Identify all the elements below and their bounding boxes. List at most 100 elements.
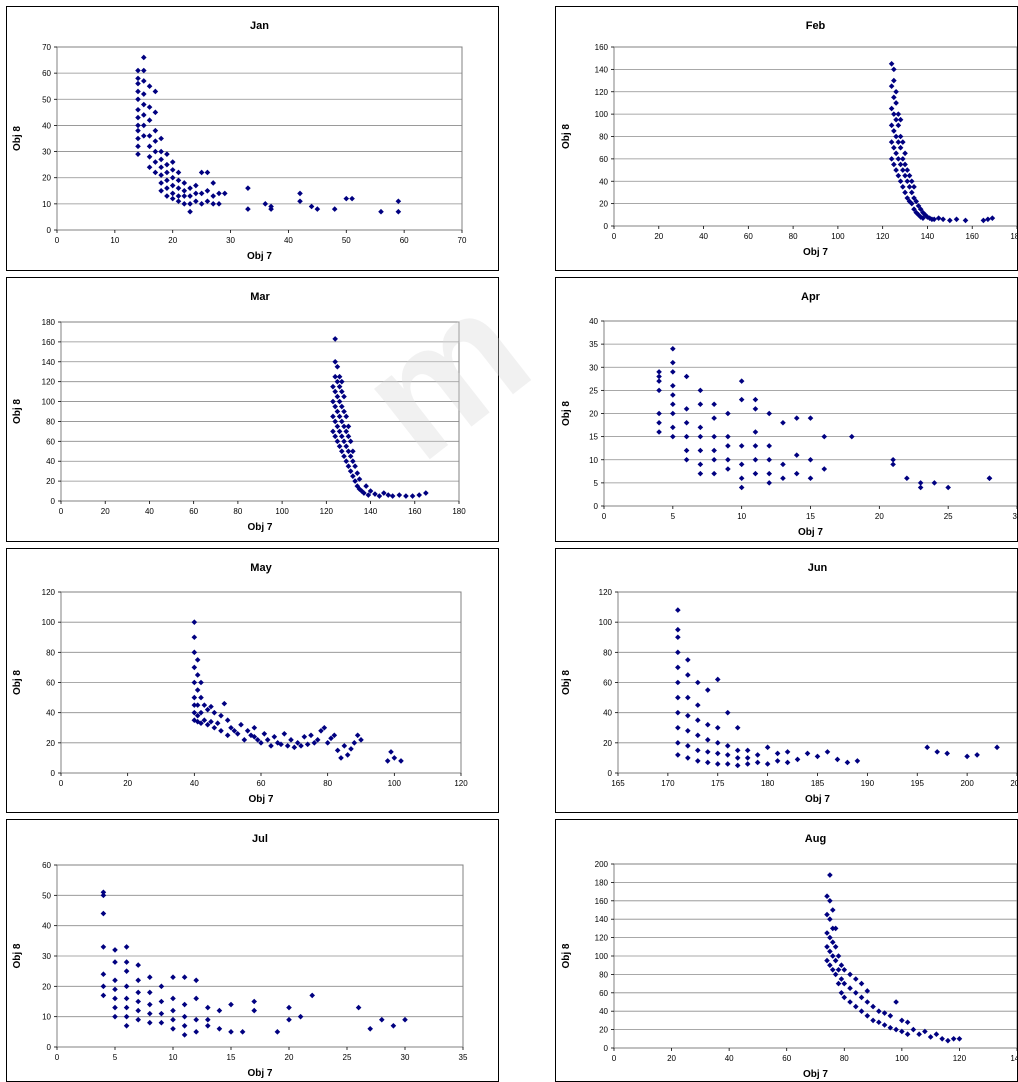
x-axis-label: Obj 7 (805, 794, 830, 805)
data-point (314, 737, 321, 743)
x-tick-label: 140 (1010, 1054, 1018, 1063)
data-point (697, 461, 704, 468)
data-point (112, 959, 118, 965)
data-point (251, 724, 258, 731)
data-point (893, 116, 899, 123)
y-tick-label: 20 (46, 739, 55, 748)
data-point (827, 948, 833, 955)
y-tick-label: 140 (595, 915, 609, 924)
y-tick-label: 10 (42, 1013, 51, 1022)
chart-svg-mar: 0 20 40 60 80 100 120 140 160 180 0 20 40 60 80 100 120 1… (12, 291, 466, 533)
data-point (140, 54, 147, 61)
y-axis-label: Obj 8 (12, 126, 23, 151)
data-point (336, 428, 343, 435)
data-point (181, 1001, 188, 1008)
data-point (904, 167, 911, 173)
data-point (332, 358, 338, 365)
y-tick-label: 120 (595, 88, 609, 97)
x-tick-label: 60 (744, 232, 753, 241)
data-point (343, 458, 350, 465)
data-point (181, 1013, 188, 1020)
y-axis-label: Obj 8 (12, 943, 23, 968)
data-point (911, 184, 917, 190)
data-point (675, 740, 681, 746)
data-point (675, 724, 681, 731)
data-point (695, 679, 701, 686)
data-point (158, 164, 164, 171)
data-point (734, 724, 741, 731)
data-point (734, 755, 741, 761)
data-point (704, 749, 711, 755)
y-tick-label: 100 (599, 618, 613, 627)
data-point (338, 755, 344, 761)
y-tick-label: 40 (599, 177, 608, 186)
data-point (895, 139, 902, 145)
plot-area (56, 46, 463, 231)
data-point (780, 461, 786, 468)
data-point (685, 657, 691, 663)
data-point (181, 180, 188, 186)
data-point (906, 172, 913, 179)
y-tick-label: 20 (46, 477, 55, 486)
data-point (675, 752, 681, 758)
data-point (112, 947, 118, 953)
data-point (656, 429, 662, 435)
data-point (297, 1013, 304, 1020)
data-point (169, 174, 176, 181)
data-point (261, 730, 268, 737)
x-tick-label: 60 (782, 1054, 791, 1063)
data-point (764, 744, 771, 751)
x-tick-label: 170 (661, 779, 675, 788)
y-tick-label: 20 (42, 174, 51, 183)
data-point (891, 144, 897, 151)
data-point (204, 198, 211, 205)
data-point (135, 989, 141, 996)
data-point (343, 443, 350, 450)
data-point (944, 750, 950, 757)
data-point (766, 456, 772, 463)
data-point (985, 216, 991, 223)
data-point (711, 447, 717, 454)
data-point (897, 178, 904, 185)
data-point (112, 1013, 118, 1020)
data-point (308, 732, 314, 739)
x-tick-label: 185 (811, 779, 825, 788)
data-point (298, 743, 304, 749)
data-point (135, 998, 141, 1005)
data-point (363, 483, 369, 489)
data-point (164, 161, 170, 168)
y-tick-label: 100 (42, 618, 56, 627)
data-point (147, 1019, 153, 1026)
data-point (890, 456, 896, 463)
data-point (683, 456, 690, 463)
data-point (714, 724, 721, 731)
data-point (135, 80, 141, 87)
data-point (135, 96, 141, 103)
y-tick-label: 100 (595, 110, 609, 119)
data-point (334, 423, 341, 430)
data-point (895, 111, 902, 117)
data-point (158, 148, 164, 155)
data-point (343, 413, 350, 420)
data-point (888, 156, 895, 162)
data-point (804, 750, 811, 757)
data-point (888, 60, 895, 67)
data-point (994, 744, 1000, 751)
data-point (893, 150, 899, 157)
data-point (347, 438, 354, 445)
data-point (891, 161, 897, 168)
data-point (146, 104, 153, 110)
x-tick-label: 0 (55, 236, 60, 245)
x-tick-label: 100 (895, 1054, 909, 1063)
data-point (922, 1028, 928, 1035)
data-point (675, 634, 681, 641)
data-point (738, 461, 745, 468)
data-point (725, 456, 731, 463)
data-point (170, 1016, 176, 1023)
data-point (675, 607, 681, 613)
y-tick-label: 0 (594, 502, 599, 511)
data-point (891, 111, 897, 117)
data-point (744, 761, 751, 767)
chart-title: Jun (808, 562, 828, 574)
plot-area (60, 321, 460, 502)
